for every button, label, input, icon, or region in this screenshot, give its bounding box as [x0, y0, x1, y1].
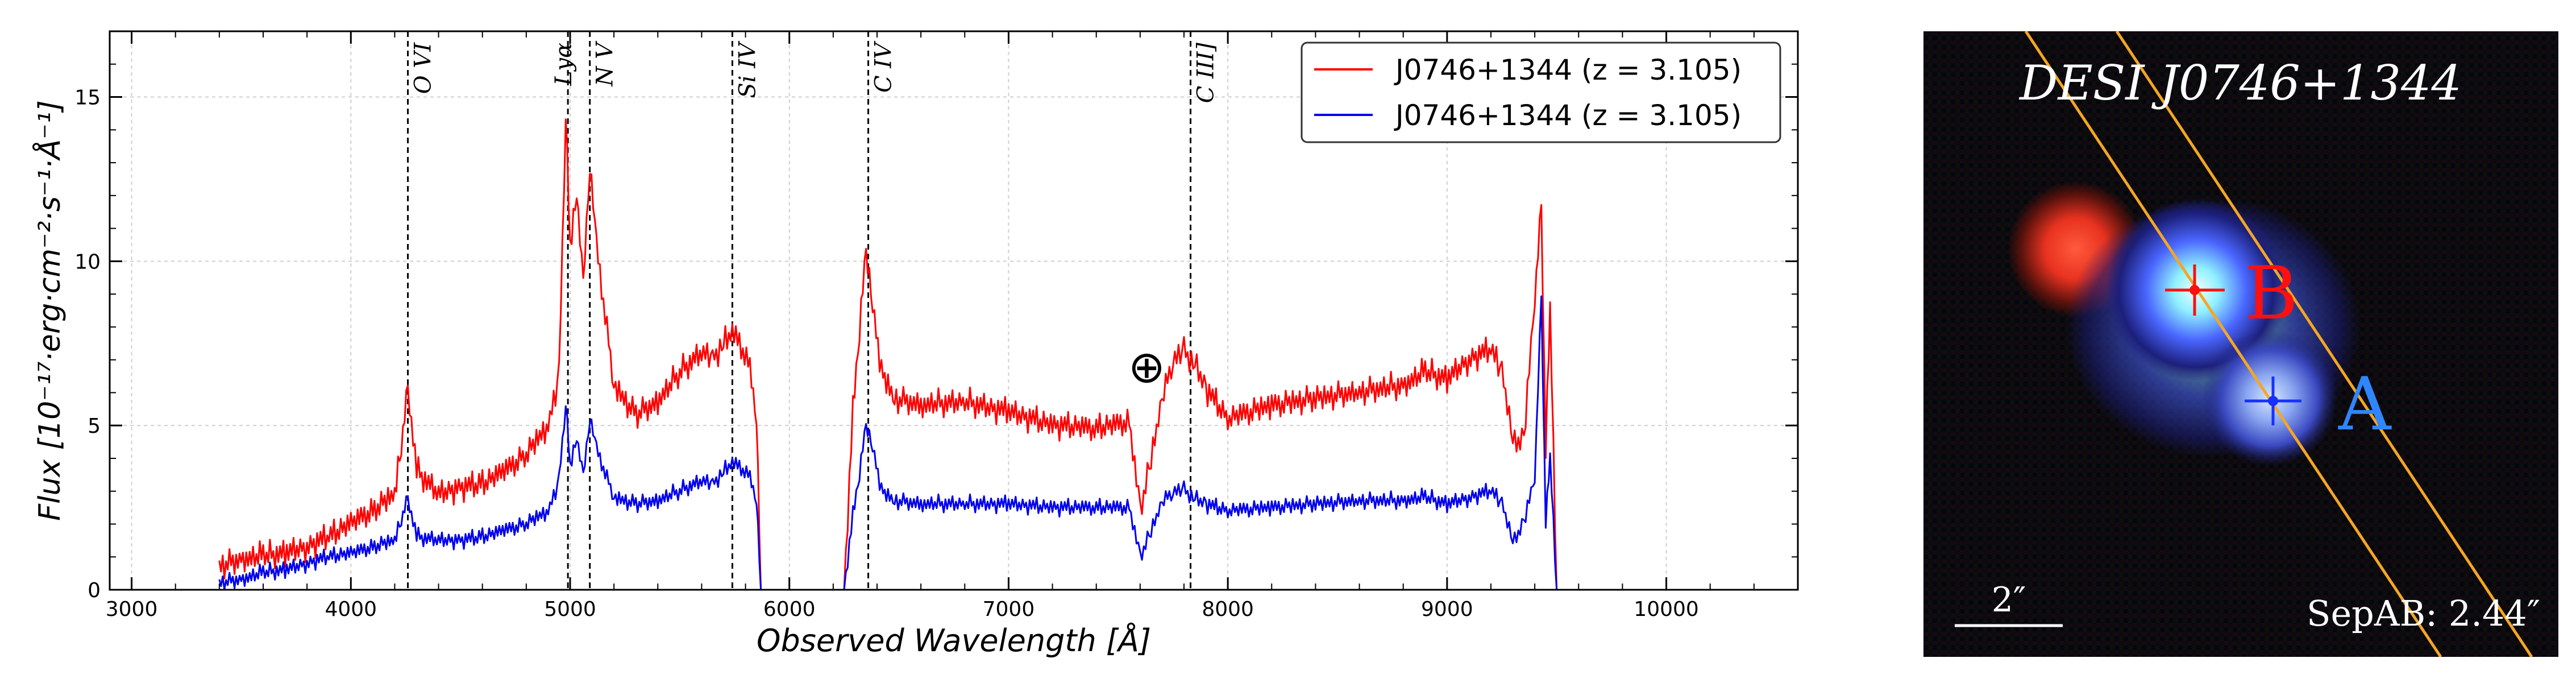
- source-b-marker: [2165, 264, 2225, 316]
- y-tick-label: 10: [74, 250, 101, 274]
- cutout-title: DESI J0746+1344: [2018, 55, 2462, 111]
- y-axis-label: Flux [10⁻¹⁷·erg·cm⁻²·s⁻¹·Å⁻¹]: [32, 100, 67, 521]
- emission-line-label: C III]: [1193, 43, 1219, 104]
- separation-label: SepAB: 2.44″: [2307, 593, 2540, 634]
- label-a: A: [2338, 362, 2392, 447]
- y-tick-label: 15: [74, 86, 101, 110]
- x-tick-label: 6000: [763, 598, 816, 621]
- scale-bar-label: 2″: [1992, 580, 2026, 620]
- y-tick-label: 0: [88, 579, 101, 602]
- x-tick-label: 5000: [544, 598, 596, 621]
- emission-line-label: Lyα: [551, 43, 577, 86]
- x-tick-label: 8000: [1202, 598, 1254, 621]
- y-tick-labels: 0 5 10 15: [74, 86, 101, 602]
- emission-line-label: N V: [592, 40, 618, 87]
- slit-line-right: [2115, 31, 2533, 657]
- spectrum-chart: 3000 4000 5000 6000 7000 8000 9000 10000 0 5 10 15…: [32, 30, 1799, 659]
- x-tick-label: 10000: [1634, 598, 1699, 621]
- x-tick-label: 4000: [325, 598, 377, 621]
- emission-line-label: O VI: [410, 42, 437, 94]
- label-b: B: [2245, 251, 2298, 336]
- x-tick-label: 9000: [1421, 598, 1473, 621]
- plot-frame: [109, 30, 1799, 591]
- emission-line-label: C IV: [871, 40, 897, 93]
- emission-line-label: Si IV: [734, 40, 761, 98]
- y-tick-label: 5: [88, 415, 101, 438]
- x-tick-label: 7000: [983, 598, 1035, 621]
- source-a-marker: [2245, 376, 2301, 425]
- x-tick-labels: 3000 4000 5000 6000 7000 8000 9000 10000: [106, 598, 1699, 621]
- image-cutout: DESI J0746+1344 B A 2″ SepAB: 2.44″: [1923, 31, 2558, 657]
- telluric-annotation: ⊕: [1128, 342, 1165, 393]
- x-axis-label: Observed Wavelength [Å]: [757, 622, 1151, 659]
- legend-box: [1301, 42, 1781, 143]
- legend-label-red: J0746+1344 (z = 3.105): [1394, 53, 1742, 86]
- legend: J0746+1344 (z = 3.105) J0746+1344 (z = 3…: [1301, 42, 1781, 143]
- spectrum-series: [218, 118, 1558, 590]
- legend-label-blue: J0746+1344 (z = 3.105): [1394, 99, 1742, 132]
- series-line: [218, 295, 1558, 590]
- slit-line-left: [2024, 31, 2442, 657]
- x-tick-label: 3000: [106, 598, 158, 621]
- series-line: [218, 118, 1558, 590]
- emission-line-labels: O VI Lyα N V Si IV C IV C III]: [410, 40, 1219, 103]
